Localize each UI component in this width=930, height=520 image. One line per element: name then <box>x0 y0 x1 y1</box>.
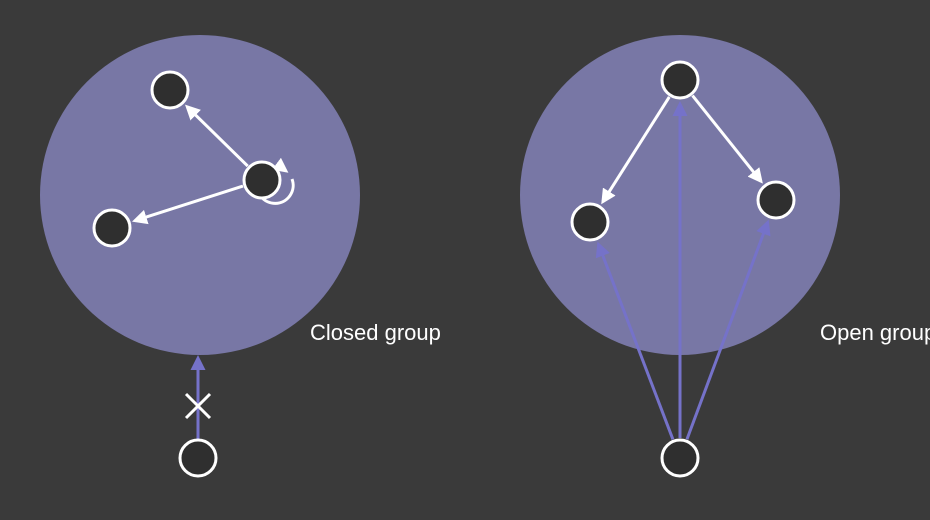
closed-group-label: Closed group <box>310 320 441 345</box>
open-node-outside <box>662 440 698 476</box>
closed-node-outside <box>180 440 216 476</box>
closed-node-top <box>152 72 188 108</box>
open-node-top <box>662 62 698 98</box>
closed-node-center <box>244 162 280 198</box>
open-node-left <box>572 204 608 240</box>
closed-group-circle <box>40 35 360 355</box>
diagram-canvas: Closed group Open group <box>0 0 930 520</box>
open-group-label: Open group <box>820 320 930 345</box>
closed-node-left <box>94 210 130 246</box>
open-node-right <box>758 182 794 218</box>
